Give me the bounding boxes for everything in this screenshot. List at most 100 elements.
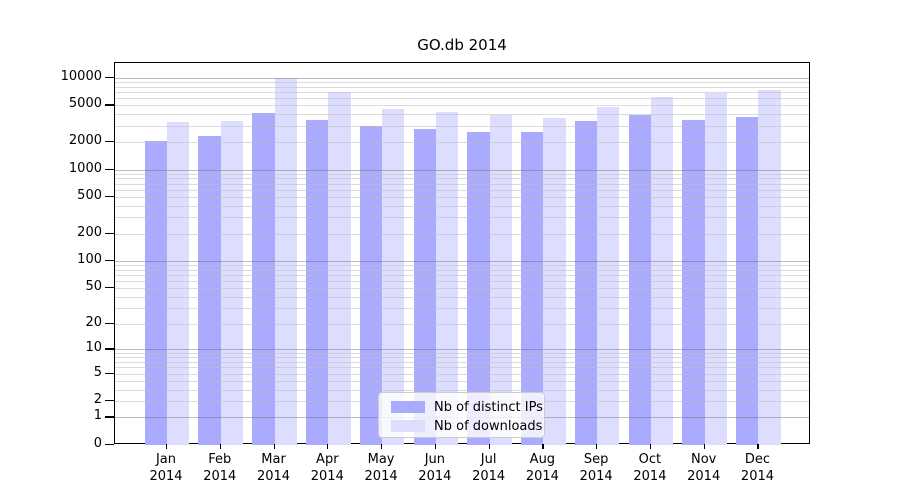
y-gridline-major <box>115 169 809 171</box>
y-tick-label: 10000 <box>60 68 102 84</box>
legend-label-distinct-ips: Nb of distinct IPs <box>434 399 543 415</box>
y-gridline-minor <box>115 81 809 83</box>
y-gridline-minor <box>115 288 809 290</box>
x-tick <box>273 444 275 449</box>
y-gridline-minor <box>115 125 809 127</box>
gridlines-layer <box>115 63 809 443</box>
y-gridline-minor <box>115 197 809 199</box>
y-tick-label: 20 <box>85 314 102 330</box>
x-tick-label: Oct 2014 <box>633 452 667 484</box>
y-gridline-minor <box>115 281 809 283</box>
legend-label-downloads: Nb of downloads <box>434 418 543 434</box>
y-tick <box>105 400 114 402</box>
chart-title: GO.db 2014 <box>417 36 507 54</box>
y-gridline-minor <box>115 98 809 100</box>
y-tick-label: 10 <box>85 340 102 356</box>
y-tick <box>105 104 114 106</box>
y-gridline-minor <box>115 86 809 88</box>
y-gridline-minor <box>115 265 809 267</box>
bar-nb-of-distinct-ips-mar <box>252 112 275 445</box>
y-tick-label: 2000 <box>68 132 102 148</box>
x-tick-label: Mar 2014 <box>256 452 291 484</box>
bar-nb-of-downloads-jan <box>167 121 190 445</box>
y-gridline-minor <box>115 296 809 298</box>
plot-area <box>114 62 810 445</box>
legend-item-downloads: Nb of downloads <box>391 417 542 435</box>
y-tick-label: 500 <box>77 188 102 204</box>
y-tick <box>105 76 114 78</box>
x-tick <box>488 444 490 449</box>
y-gridline-minor <box>115 275 809 277</box>
y-gridline-minor <box>115 357 809 359</box>
x-tick-label: Sep 2014 <box>579 452 613 484</box>
y-tick-label: 1 <box>93 408 102 424</box>
y-tick-label: 200 <box>77 224 102 240</box>
bar-nb-of-downloads-apr <box>328 92 351 445</box>
y-gridline-minor <box>115 178 809 180</box>
y-gridline-minor <box>115 373 809 375</box>
bar-nb-of-distinct-ips-nov <box>682 120 705 445</box>
y-tick <box>105 416 114 418</box>
x-tick <box>649 444 652 449</box>
y-tick-label: 0 <box>93 436 102 451</box>
x-tick <box>596 444 598 449</box>
y-gridline-minor <box>115 141 809 143</box>
y-gridline-minor <box>115 173 809 175</box>
y-tick <box>105 196 114 198</box>
y-gridline-minor <box>115 114 809 116</box>
bar-nb-of-downloads-jun <box>435 111 459 445</box>
y-tick <box>105 232 114 234</box>
x-tick-label: Feb 2014 <box>203 452 237 484</box>
y-gridline-minor <box>115 389 809 391</box>
y-gridline-minor <box>115 92 809 93</box>
bar-nb-of-distinct-ips-sep <box>574 121 598 445</box>
y-gridline-major <box>115 77 809 79</box>
y-gridline-minor <box>115 189 809 191</box>
y-gridline-minor <box>115 380 809 382</box>
y-tick-label: 5 <box>93 364 102 380</box>
y-tick-label: 1000 <box>68 160 102 176</box>
x-tick-label: Apr 2014 <box>310 452 344 484</box>
y-tick <box>105 140 114 143</box>
y-tick <box>105 322 114 324</box>
y-gridline-minor <box>115 105 809 107</box>
x-tick-label: Dec 2014 <box>740 452 775 484</box>
y-tick <box>105 444 114 446</box>
y-tick <box>105 260 114 262</box>
x-tick <box>757 444 759 449</box>
x-tick <box>381 444 383 449</box>
y-gridline-minor <box>115 353 809 355</box>
bar-nb-of-downloads-mar <box>274 77 297 445</box>
bar-nb-of-downloads-nov <box>704 93 727 445</box>
y-tick-label: 50 <box>85 279 102 295</box>
y-gridline-minor <box>115 233 809 235</box>
legend-swatch-distinct-ips <box>391 401 425 413</box>
y-gridline-minor <box>115 323 809 325</box>
y-tick <box>105 168 114 170</box>
y-gridline-minor <box>115 269 809 271</box>
bar-nb-of-downloads-feb <box>220 121 244 445</box>
x-tick-label: Jul 2014 <box>472 452 506 484</box>
x-tick <box>219 444 221 449</box>
y-gridline-minor <box>115 183 809 185</box>
x-tick <box>327 444 329 449</box>
bar-nb-of-downloads-may <box>382 108 405 445</box>
x-tick-label: May 2014 <box>364 452 398 484</box>
y-gridline-major <box>115 349 809 351</box>
x-tick-label: Jun 2014 <box>418 452 452 484</box>
legend-swatch-downloads <box>391 420 425 432</box>
x-tick-label: Jan 2014 <box>149 452 183 484</box>
y-tick <box>105 372 114 374</box>
y-gridline-minor <box>115 206 809 208</box>
legend-item-distinct-ips: Nb of distinct IPs <box>391 398 543 416</box>
y-tick-label: 5000 <box>68 96 102 112</box>
y-gridline-minor <box>115 217 809 219</box>
bar-nb-of-distinct-ips-jan <box>144 140 167 445</box>
y-gridline-minor <box>115 308 809 310</box>
x-tick <box>434 444 437 449</box>
x-tick <box>703 444 705 449</box>
y-gridline-minor <box>115 362 809 364</box>
x-tick-label: Aug 2014 <box>525 452 559 484</box>
